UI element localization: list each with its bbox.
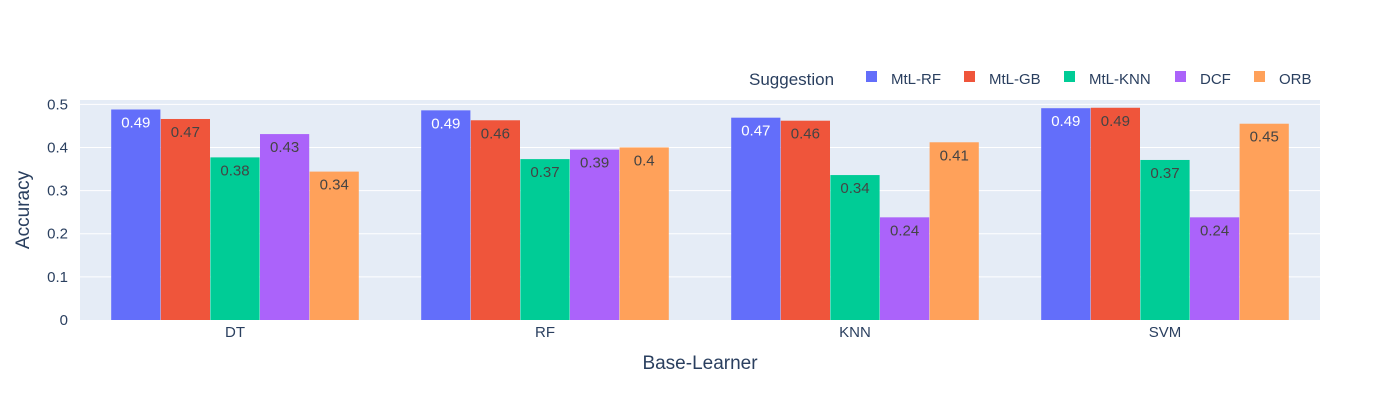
bar-value-label: 0.46 [481,125,510,142]
bar-value-label: 0.34 [840,180,869,197]
bar-value-label: 0.49 [121,114,150,131]
bar [470,120,520,321]
bar-value-label: 0.24 [890,222,919,239]
bar-value-label: 0.46 [791,126,820,143]
bar [1190,217,1240,320]
bar-value-label: 0.49 [431,115,460,132]
legend-swatch [1064,71,1075,82]
bar-value-label: 0.24 [1200,222,1229,239]
bar-value-label: 0.41 [940,147,969,164]
bar [1239,123,1289,320]
bar-value-label: 0.45 [1250,129,1279,146]
legend-label: DCF [1200,71,1231,88]
y-tick-label: 0.3 [47,183,68,200]
bar-value-label: 0.37 [1150,165,1179,182]
bar [1041,108,1091,320]
bar [731,117,781,320]
bar [830,175,880,320]
bar [210,157,260,320]
x-tick-label: DT [225,324,245,341]
bar-value-label: 0.34 [320,177,349,194]
bar [1140,159,1190,320]
legend-title: Suggestion [749,70,834,89]
y-tick-label: 0.1 [47,269,68,286]
bar [160,118,210,320]
bar-value-label: 0.43 [270,139,299,156]
bar-value-label: 0.39 [580,155,609,172]
bar-value-label: 0.49 [1051,113,1080,130]
bar [260,134,310,320]
legend-label: MtL-GB [989,71,1041,88]
bar [619,147,669,320]
bars: 0.49 0.47 0.38 0.43 0.34 0.49 0.46 0.37 0.39 0.4 0… [111,107,1289,321]
x-tick-label: SVM [1149,324,1182,341]
x-axis-title: Base-Learner [642,353,758,374]
bar [570,149,620,320]
bar [780,120,830,321]
bar [929,142,979,320]
bar-value-label: 0.38 [220,162,249,179]
bar-value-label: 0.37 [530,164,559,181]
x-tick-label: RF [535,324,555,341]
legend: Suggestion MtL-RF MtL-GB MtL-KNN DCF ORB [749,70,1312,89]
bar [1090,107,1140,320]
legend-label: MtL-KNN [1089,71,1151,88]
y-tick-label: 0.4 [47,139,68,156]
bar-value-label: 0.4 [634,152,655,169]
bar-value-label: 0.49 [1101,113,1130,130]
legend-swatch [1254,71,1265,82]
y-axis-title: Accuracy [13,170,34,249]
bar [111,109,161,320]
y-tick-label: 0.2 [47,226,68,243]
x-tick-label: KNN [839,324,871,341]
bar [421,110,471,321]
legend-swatch [964,71,975,82]
legend-label: ORB [1279,71,1312,88]
y-tick-label: 0.5 [47,96,68,113]
bar-value-label: 0.47 [741,123,770,140]
legend-swatch [1175,71,1186,82]
tick-labels: 0 0.1 0.2 0.3 0.4 0.5 DT RF KNN SVM [47,96,1181,341]
bar [880,217,930,320]
bar [309,171,359,320]
legend-swatch [866,71,877,82]
legend-label: MtL-RF [891,71,941,88]
y-tick-label: 0 [60,312,68,329]
bar [520,159,570,320]
bar-value-label: 0.47 [171,124,200,141]
